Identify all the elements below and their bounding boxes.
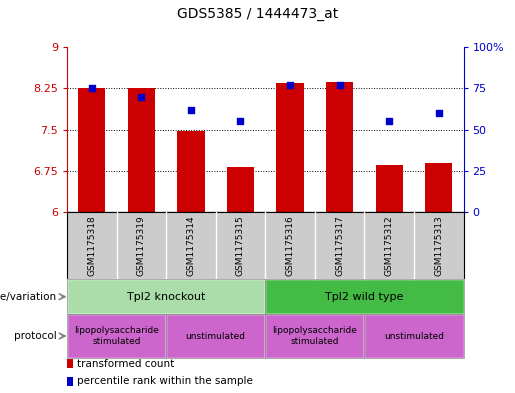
- Text: Tpl2 wild type: Tpl2 wild type: [325, 292, 404, 302]
- Text: GSM1175319: GSM1175319: [137, 215, 146, 276]
- Point: [137, 94, 145, 100]
- Text: GSM1175315: GSM1175315: [236, 215, 245, 276]
- Text: GSM1175314: GSM1175314: [186, 215, 195, 276]
- Bar: [425, 163, 452, 212]
- Text: protocol: protocol: [14, 331, 57, 341]
- Text: GSM1175318: GSM1175318: [87, 215, 96, 276]
- Bar: [78, 88, 106, 212]
- Point: [435, 110, 443, 116]
- Point: [385, 118, 393, 125]
- Bar: [326, 83, 353, 212]
- Point: [286, 82, 294, 88]
- Point: [335, 82, 344, 88]
- Text: lipopolysaccharide
stimulated: lipopolysaccharide stimulated: [272, 326, 357, 346]
- Text: unstimulated: unstimulated: [185, 332, 246, 340]
- Text: transformed count: transformed count: [77, 358, 175, 369]
- Text: lipopolysaccharide
stimulated: lipopolysaccharide stimulated: [74, 326, 159, 346]
- Text: Tpl2 knockout: Tpl2 knockout: [127, 292, 205, 302]
- Point: [236, 118, 245, 125]
- Bar: [277, 83, 304, 212]
- Text: GDS5385 / 1444473_at: GDS5385 / 1444473_at: [177, 7, 338, 21]
- Text: GSM1175316: GSM1175316: [285, 215, 295, 276]
- Text: GSM1175313: GSM1175313: [434, 215, 443, 276]
- Text: GSM1175317: GSM1175317: [335, 215, 344, 276]
- Bar: [375, 165, 403, 212]
- Text: percentile rank within the sample: percentile rank within the sample: [77, 376, 253, 386]
- Bar: [177, 131, 204, 212]
- Point: [187, 107, 195, 113]
- Bar: [227, 167, 254, 212]
- Point: [88, 85, 96, 92]
- Text: genotype/variation: genotype/variation: [0, 292, 57, 302]
- Text: GSM1175312: GSM1175312: [385, 215, 393, 276]
- Bar: [128, 88, 155, 212]
- Text: unstimulated: unstimulated: [384, 332, 444, 340]
